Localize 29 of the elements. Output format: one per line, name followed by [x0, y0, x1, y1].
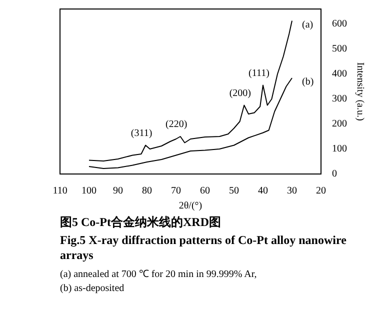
x-tick-label: 40 — [258, 186, 268, 197]
x-tick-label: 100 — [82, 186, 96, 197]
x-tick-label: 20 — [316, 186, 326, 197]
x-tick-label: 30 — [287, 186, 297, 197]
x-tick-label: 60 — [200, 186, 210, 197]
y-tick-label: 100 — [332, 144, 347, 155]
text: Fig.5 X-ray diffraction patterns of Co-Pt alloy nanowire arrays — [60, 233, 348, 263]
text: (b) as-deposited — [60, 283, 126, 294]
text: 图5 Co-Pt合金纳米线的XRD图 — [60, 214, 222, 231]
annotation: (111) — [248, 68, 270, 79]
x-tick-label: 70 — [171, 186, 181, 197]
x-tick-label: 90 — [113, 186, 123, 197]
y-tick-label: 300 — [332, 94, 347, 105]
x-axis-title: 2θ/(°) — [178, 200, 202, 212]
x-tick-label: 110 — [52, 186, 68, 197]
y-tick-label: 0 — [332, 168, 337, 180]
y-tick-label: 200 — [332, 118, 347, 130]
annotation: (311) — [130, 128, 152, 139]
y-axis-title: Intensity (a.u.) — [354, 62, 366, 121]
annotation: (220) — [166, 119, 188, 130]
y-tick-label: 600 — [332, 18, 347, 30]
series-label: (b) — [302, 76, 314, 88]
y-tick-label: 400 — [332, 68, 347, 80]
y-tick-label: 500 — [332, 44, 347, 55]
text: (a) annealed at 700 ℃ for 20 min in 99.999% Ar, — [60, 268, 258, 280]
series-label: (a) — [302, 19, 314, 30]
annotation: (200) — [229, 88, 251, 99]
x-tick-label: 50 — [229, 186, 239, 197]
x-tick-label: 80 — [142, 186, 152, 197]
